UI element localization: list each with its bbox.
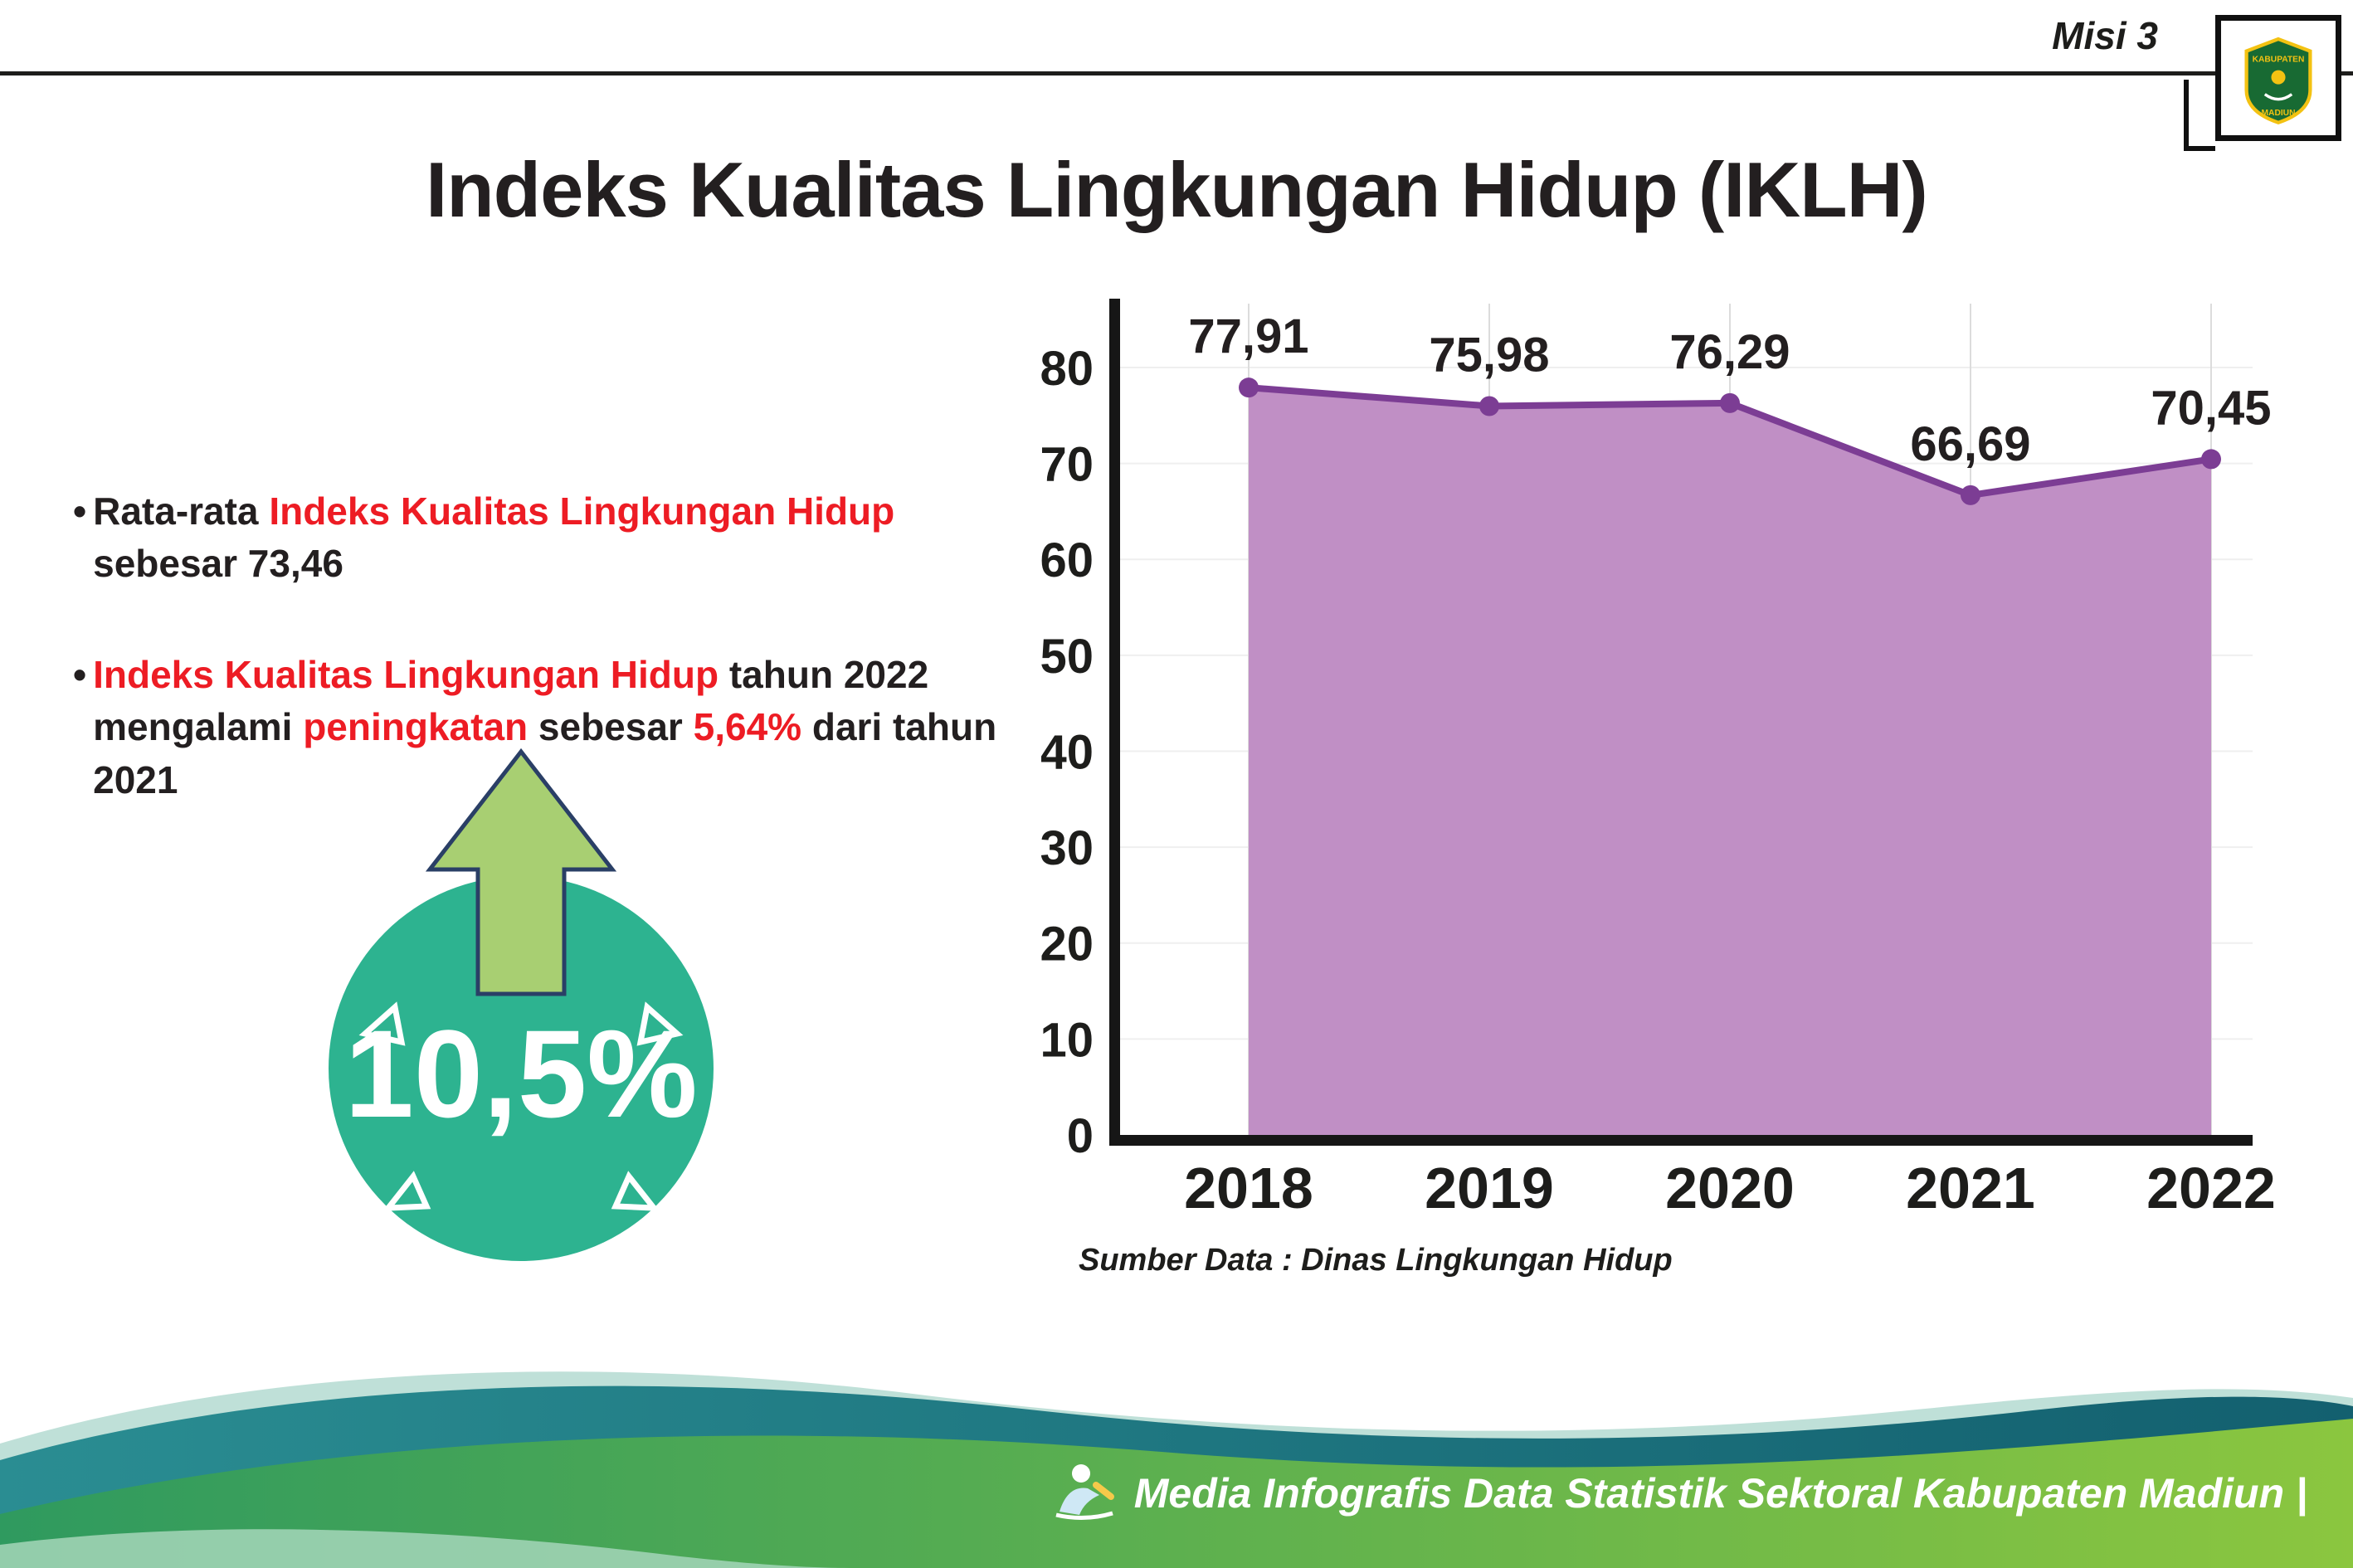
- header-rule: [0, 71, 2353, 75]
- x-tick-label: 2019: [1425, 1156, 1554, 1218]
- increase-badge: 10,5%: [305, 745, 737, 1276]
- y-tick-label: 20: [1041, 918, 1094, 971]
- logo-corner-bracket: [2184, 80, 2215, 151]
- data-point: [1961, 485, 1980, 505]
- footer-caption-text: Media Infografis Data Statistik Sektoral…: [1133, 1470, 2307, 1517]
- bullet-text-segment: dari tahun 2021: [93, 705, 997, 801]
- bullet-text-segment: Indeks Kualitas Lingkungan Hidup: [269, 489, 895, 533]
- logo-bottom-text: MADIUN: [2262, 109, 2296, 118]
- y-tick-label: 30: [1041, 821, 1094, 875]
- x-tick-label: 2018: [1184, 1156, 1313, 1218]
- footer-waves: [0, 1319, 2353, 1568]
- y-tick-label: 60: [1041, 533, 1094, 587]
- increase-badge-graphic: 10,5%: [329, 747, 714, 1261]
- data-point: [1479, 396, 1499, 416]
- area-fill: [1249, 387, 2211, 1135]
- data-point: [1239, 377, 1259, 398]
- kabupaten-madiun-logo: KABUPATEN MADIUN: [2215, 15, 2341, 141]
- y-tick-label: 70: [1041, 438, 1094, 492]
- bullet-text-segment: peningkatan: [303, 705, 529, 749]
- bullet-text-segment: Rata-rata: [93, 489, 270, 533]
- badge-value: 10,5%: [344, 1004, 697, 1143]
- badge-decor-triangles: [358, 1001, 684, 1211]
- iklh-area-chart: 0 10 20 30 40 50 60 70 80 2018 2019 2020 2021 2022 77,…: [1041, 289, 2286, 1218]
- y-tick-label: 80: [1041, 342, 1094, 396]
- bullet-text-segment: Indeks Kualitas Lingkungan Hidup: [93, 652, 719, 696]
- bullet-text-segment: sebesar: [528, 705, 694, 749]
- writer-icon: [1055, 1464, 1114, 1521]
- bullet-item: • Indeks Kualitas Lingkungan Hidup tahun…: [73, 649, 1002, 806]
- value-label: 77,91: [1188, 309, 1308, 363]
- footer-wave-graphic: [0, 1371, 2353, 1568]
- x-tick-label: 2020: [1665, 1156, 1795, 1218]
- y-tick-label: 50: [1041, 630, 1094, 684]
- bullet-item: • Rata-rata Indeks Kualitas Lingkungan H…: [73, 485, 1002, 591]
- data-point: [2201, 449, 2221, 470]
- value-label: 66,69: [1910, 417, 2030, 471]
- value-label: 76,29: [1669, 325, 1790, 379]
- badge-circle: [329, 876, 714, 1261]
- bullet-text-segment: tahun 2022 mengalami: [93, 652, 929, 749]
- footer-caption: Media Infografis Data Statistik Sektoral…: [1051, 1460, 2307, 1527]
- bullet-dot: •: [73, 489, 87, 533]
- y-tick-label: 10: [1041, 1013, 1094, 1067]
- x-axis: [1109, 1135, 2253, 1146]
- misi-label: Misi 3: [2052, 14, 2158, 57]
- data-point: [1720, 392, 1740, 413]
- logo-top-text: KABUPATEN: [2253, 55, 2305, 64]
- x-tick-label: 2021: [1906, 1156, 2035, 1218]
- bullet-text-segment: sebesar 73,46: [93, 542, 343, 586]
- x-tick-label: 2022: [2146, 1156, 2276, 1218]
- bullet-text: Indeks Kualitas Lingkungan Hidup tahun 2…: [93, 649, 1002, 806]
- key-points: • Rata-rata Indeks Kualitas Lingkungan H…: [73, 485, 1002, 864]
- bullet-text: Rata-rata Indeks Kualitas Lingkungan Hid…: [93, 485, 1002, 591]
- y-tick-label: 0: [1067, 1109, 1094, 1163]
- kabupaten-madiun-emblem-icon: KABUPATEN MADIUN: [2225, 25, 2331, 131]
- up-arrow-icon: [425, 747, 617, 996]
- value-label: 75,98: [1429, 328, 1549, 382]
- bullet-dot: •: [73, 652, 87, 696]
- bullet-text-segment: 5,64%: [693, 705, 802, 749]
- value-label: 70,45: [2151, 381, 2271, 435]
- data-source-label: Sumber Data : Dinas Lingkungan Hidup: [1079, 1243, 1673, 1278]
- y-tick-label: 40: [1041, 725, 1094, 779]
- page-title: Indeks Kualitas Lingkungan Hidup (IKLH): [426, 145, 1928, 233]
- y-axis: [1109, 299, 1120, 1146]
- iklh-chart-svg: 0 10 20 30 40 50 60 70 80 2018 2019 2020 2021 2022 77,…: [1041, 299, 2276, 1218]
